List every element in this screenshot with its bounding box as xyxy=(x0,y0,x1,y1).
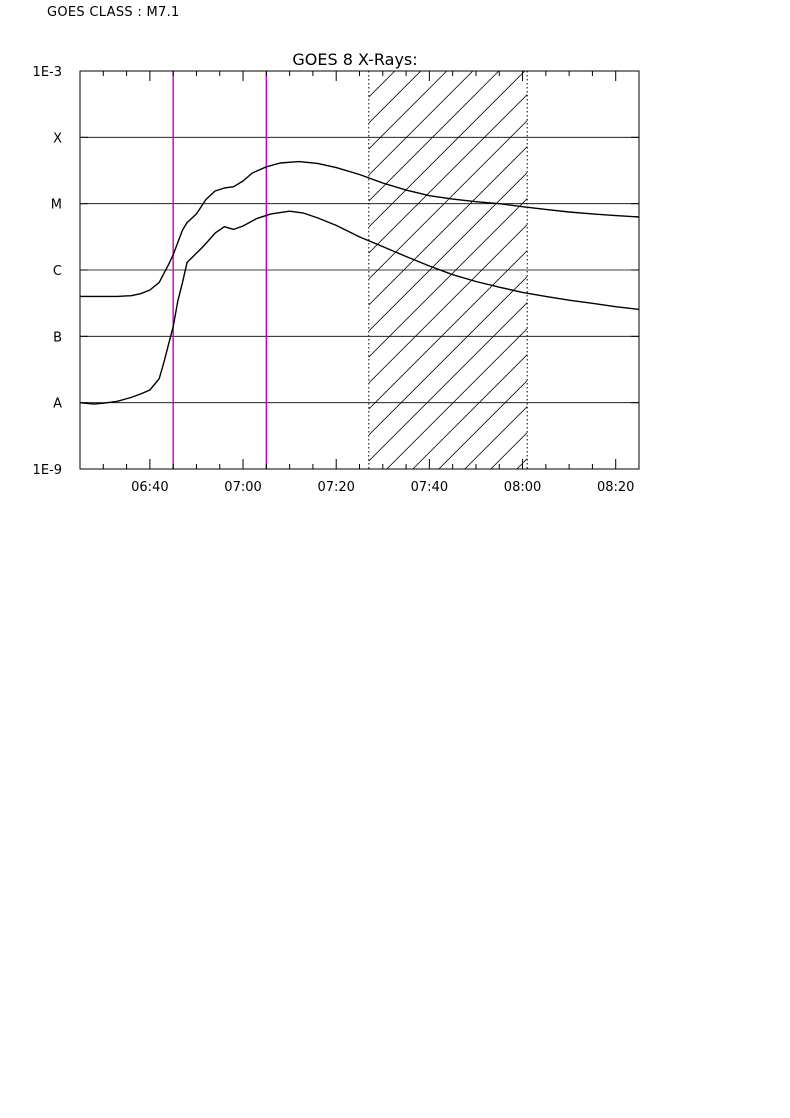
hatch-line xyxy=(368,172,528,332)
hatch-line xyxy=(368,71,526,228)
goes-class-header: GOES CLASS : M7.1 xyxy=(47,5,180,20)
hatch-lines xyxy=(368,71,790,469)
hatch-line xyxy=(777,71,790,469)
hatch-line xyxy=(386,328,528,469)
x-tick-label: 06:40 xyxy=(131,480,168,495)
goes-class-label: GOES CLASS : xyxy=(47,5,143,20)
hatch-line xyxy=(621,71,790,469)
hatch-line xyxy=(368,224,528,384)
goes-class-value: M7.1 xyxy=(146,5,180,20)
hatch-line xyxy=(699,71,790,469)
hatch-line xyxy=(368,120,528,280)
y-tick-label: X xyxy=(53,131,62,146)
hatch-line xyxy=(673,71,790,469)
hatch-line xyxy=(368,71,448,150)
hatch-line xyxy=(368,94,528,254)
series-lines xyxy=(80,160,639,405)
y-tick-label: 1E-3 xyxy=(33,65,62,80)
y-tick-labels: 1E-9 A B C M X 1E-3 xyxy=(33,65,63,478)
y-tick-label: B xyxy=(53,330,62,345)
hatch-line xyxy=(725,71,790,469)
hatch-line xyxy=(368,302,528,462)
x-tick-label: 07:20 xyxy=(317,480,354,495)
vertical-markers xyxy=(172,71,268,469)
x-tick-label: 07:40 xyxy=(411,480,448,495)
x-tick-label: 08:20 xyxy=(597,480,634,495)
y-tick-label: 1E-9 xyxy=(33,463,62,478)
hatch-line xyxy=(368,71,474,176)
chart-title: GOES 8 X-Rays: xyxy=(292,50,417,69)
hatch-line xyxy=(412,354,528,469)
series-line-2 xyxy=(80,210,639,405)
y-tick-label: M xyxy=(51,198,62,213)
hatch-line xyxy=(647,71,790,469)
hatch-line xyxy=(368,276,528,436)
hatch-line xyxy=(368,71,500,202)
axis-ticks xyxy=(80,70,639,470)
y-tick-label: C xyxy=(53,264,62,279)
series-line-1 xyxy=(80,160,639,298)
hatch-line xyxy=(368,198,528,358)
shaded-region xyxy=(368,71,790,469)
hatch-line xyxy=(438,380,528,469)
x-tick-label: 08:00 xyxy=(504,480,541,495)
x-tick-labels: 06:40 07:00 07:20 07:40 08:00 08:20 xyxy=(131,480,634,495)
x-tick-label: 07:00 xyxy=(224,480,261,495)
hatch-line xyxy=(751,71,790,469)
hatch-line xyxy=(368,250,528,410)
hatch-line xyxy=(368,146,528,306)
y-tick-label: A xyxy=(53,397,62,412)
